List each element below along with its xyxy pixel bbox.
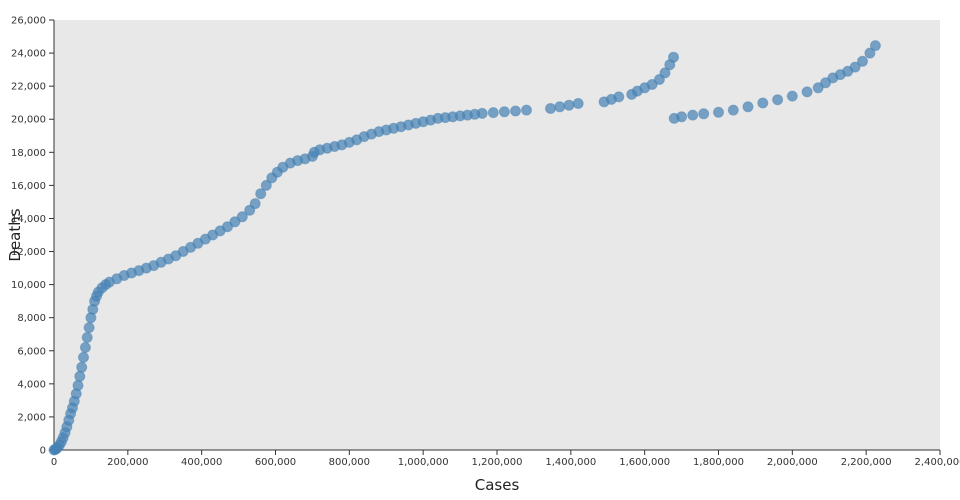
x-tick-label: 2,200,000 <box>841 457 892 468</box>
data-point <box>81 332 93 343</box>
y-tick-label: 18,000 <box>11 148 46 159</box>
data-point <box>786 90 798 102</box>
x-tick-label: 2,000,000 <box>767 457 818 468</box>
data-points <box>48 40 881 456</box>
data-point <box>668 51 679 63</box>
y-tick-label: 26,000 <box>11 16 46 27</box>
data-point <box>801 86 813 98</box>
x-axis-label: Cases <box>475 476 520 494</box>
y-tick-label: 16,000 <box>11 181 46 192</box>
x-tick-label: 1,200,000 <box>472 457 523 468</box>
data-point <box>229 216 241 228</box>
data-point <box>510 105 521 117</box>
y-tick-label: 2,000 <box>17 412 46 423</box>
x-tick-label: 1,000,000 <box>398 457 449 468</box>
data-point <box>687 109 699 121</box>
data-point <box>255 188 267 200</box>
y-tick-label: 4,000 <box>17 379 46 390</box>
x-tick-label: 600,000 <box>255 457 296 468</box>
y-tick-label: 12,000 <box>11 247 46 258</box>
data-point <box>869 40 881 52</box>
y-tick-label: 20,000 <box>11 115 46 126</box>
data-point <box>742 101 754 113</box>
y-tick-label: 6,000 <box>17 346 46 357</box>
data-point <box>613 91 625 103</box>
data-point <box>498 106 510 118</box>
y-axis-label: Deaths <box>6 208 24 261</box>
x-tick-label: 400,000 <box>181 457 222 468</box>
y-tick-label: 0 <box>40 446 46 457</box>
data-point <box>757 97 769 109</box>
y-tick-label: 8,000 <box>17 313 46 324</box>
x-tick-label: 1,800,000 <box>693 457 744 468</box>
y-tick-label: 24,000 <box>11 49 46 60</box>
data-point <box>727 104 739 116</box>
y-tick-label: 10,000 <box>11 280 46 291</box>
plot-area <box>54 20 940 450</box>
data-point <box>772 94 784 106</box>
x-axis: 0 200,000 400,000 600,000 800,000 1,000,000 1,… <box>51 449 960 468</box>
y-axis: 0 2,000 4,000 6,000 8,000 10,000 12,000 14,000 1… <box>11 16 55 457</box>
data-point <box>563 99 575 111</box>
data-point <box>83 322 95 334</box>
data-point <box>249 198 261 210</box>
data-point <box>676 111 688 123</box>
y-tick-label: 14,000 <box>11 214 46 225</box>
x-tick-label: 1,600,000 <box>619 457 670 468</box>
data-point <box>76 361 88 373</box>
x-tick-label: 2,400,000 <box>915 457 960 468</box>
data-point <box>521 104 532 116</box>
data-point <box>659 67 671 79</box>
data-point <box>812 82 824 94</box>
data-point <box>72 380 84 391</box>
data-point <box>236 211 248 223</box>
data-point <box>572 98 584 109</box>
data-point <box>74 370 86 382</box>
data-point <box>260 179 272 191</box>
x-tick-label: 1,400,000 <box>545 457 596 468</box>
data-point <box>545 103 556 114</box>
x-tick-label: 0 <box>51 457 57 468</box>
data-point <box>857 55 868 67</box>
data-point <box>864 47 876 59</box>
data-point <box>713 106 724 118</box>
data-point <box>78 351 89 363</box>
y-tick-label: 22,000 <box>11 82 46 93</box>
data-point <box>849 61 861 73</box>
data-point <box>79 342 91 353</box>
data-point <box>698 108 710 120</box>
x-tick-label: 800,000 <box>329 457 370 468</box>
data-point <box>476 107 488 119</box>
data-point <box>487 107 499 119</box>
x-tick-label: 200,000 <box>107 457 148 468</box>
data-point <box>554 101 566 113</box>
